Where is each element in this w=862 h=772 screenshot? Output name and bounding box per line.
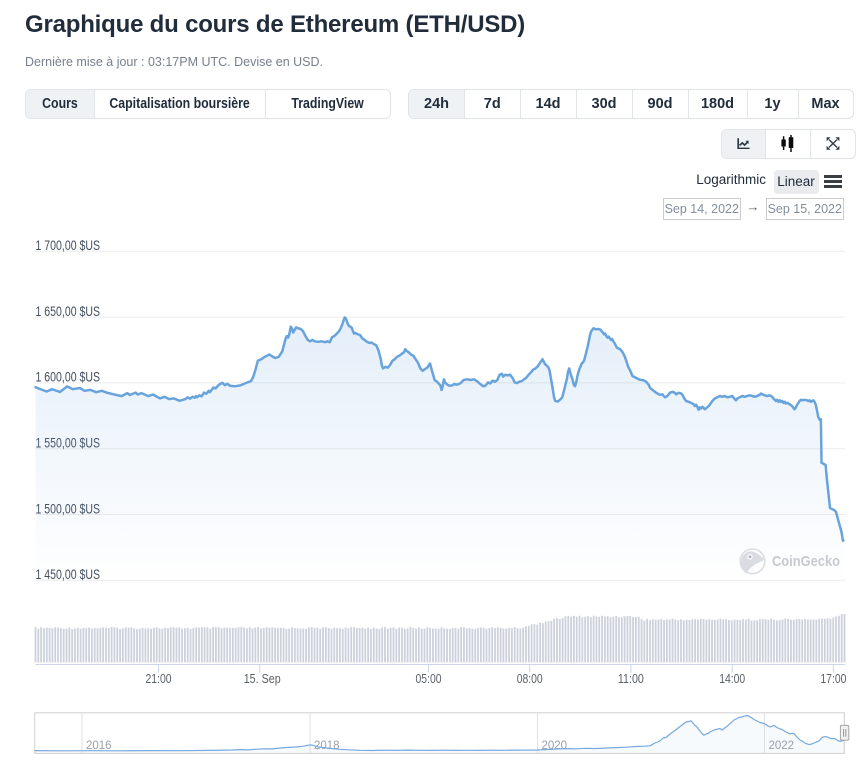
svg-text:14:00: 14:00 — [719, 672, 745, 686]
svg-text:1 600,00 $US: 1 600,00 $US — [36, 370, 101, 385]
svg-text:CoinGecko: CoinGecko — [772, 553, 840, 570]
svg-text:1 700,00 $US: 1 700,00 $US — [36, 238, 101, 253]
svg-text:11:00: 11:00 — [618, 672, 644, 686]
svg-text:15. Sep: 15. Sep — [244, 672, 281, 686]
svg-text:17:00: 17:00 — [820, 672, 846, 686]
svg-text:2016: 2016 — [86, 740, 112, 752]
svg-text:2022: 2022 — [769, 740, 795, 752]
svg-text:08:00: 08:00 — [517, 672, 543, 686]
svg-text:1 650,00 $US: 1 650,00 $US — [36, 304, 101, 319]
svg-text:21:00: 21:00 — [146, 672, 172, 686]
svg-text:05:00: 05:00 — [416, 672, 442, 686]
